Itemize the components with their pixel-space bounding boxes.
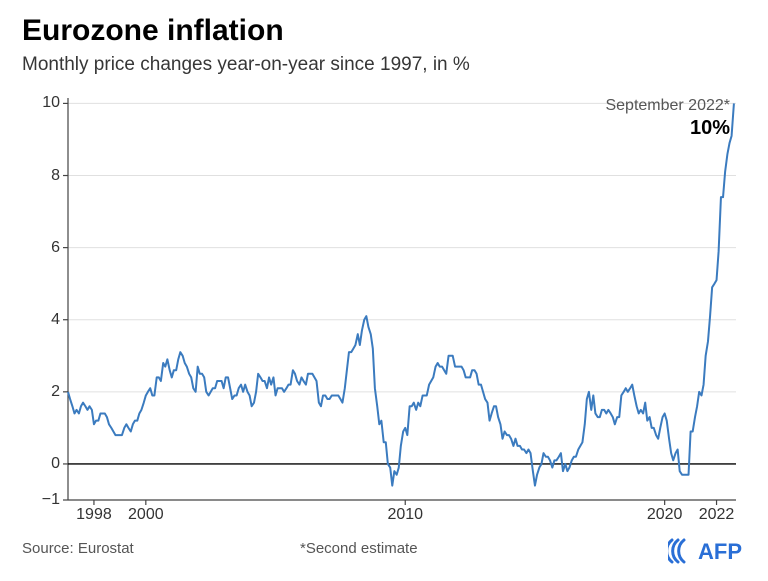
x-tick-label: 2022	[699, 506, 735, 524]
y-tick-label: 10	[42, 94, 60, 112]
y-tick-label: 0	[51, 455, 60, 473]
x-tick-label: 2000	[128, 506, 164, 524]
source-text: Source: Eurostat	[22, 540, 134, 557]
y-tick-label: 4	[51, 311, 60, 329]
chart-subtitle: Monthly price changes year-on-year since…	[22, 54, 470, 76]
y-tick-label: 8	[51, 167, 60, 185]
x-tick-label: 2010	[387, 506, 423, 524]
afp-logo: AFP	[668, 534, 748, 568]
x-tick-label: 2020	[647, 506, 683, 524]
line-chart	[50, 92, 748, 510]
chart-title: Eurozone inflation	[22, 14, 284, 48]
y-tick-label: 6	[51, 239, 60, 257]
y-tick-label: −1	[42, 491, 60, 509]
x-tick-label: 1998	[76, 506, 112, 524]
footnote-text: *Second estimate	[300, 540, 418, 557]
annotation-label: September 2022*	[605, 97, 730, 115]
svg-text:AFP: AFP	[698, 539, 742, 564]
y-tick-label: 2	[51, 383, 60, 401]
annotation-value: 10%	[690, 117, 730, 140]
